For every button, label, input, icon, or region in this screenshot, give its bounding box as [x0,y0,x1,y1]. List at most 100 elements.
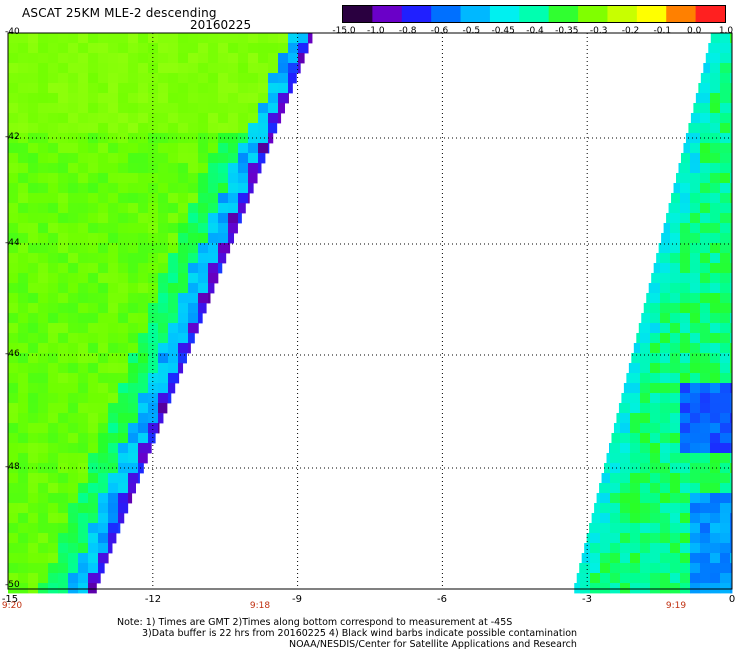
swath-cell [38,533,49,544]
swath-cell [228,103,239,114]
swath-cell [710,263,721,274]
swath-cell [188,113,199,124]
swath-cell [630,493,641,504]
swath-cell [118,203,129,214]
swath-cell [268,113,279,124]
swath-cell [48,53,59,64]
swath-cell [730,513,733,524]
swath-cell [720,213,731,224]
swath-cell [158,103,169,114]
swath-cell [610,503,621,514]
swath-cell [610,513,621,524]
swath-cell [28,443,39,454]
swath-cell [68,393,79,404]
swath-cell [700,313,711,324]
swath-cell [78,203,89,214]
swath-cell [8,113,19,124]
swath-cell [158,33,169,44]
colorbar-segment [607,6,638,22]
swath-cell [108,313,119,324]
swath-cell [188,143,199,154]
swath-cell [178,83,189,94]
swath-cell [228,173,239,184]
swath-cell [18,403,29,414]
swath-cell [730,413,733,424]
swath-cell [198,143,209,154]
swath-cell [168,303,179,314]
swath-cell [610,523,621,534]
swath-cell [680,323,691,334]
swath-cell [700,573,711,584]
swath-cell [680,453,691,464]
swath-cell [118,303,129,314]
swath-cell [670,433,681,444]
swath-cell [248,113,259,124]
swath-cell [660,473,671,484]
swath-cell [108,513,119,524]
swath-cell [108,413,119,424]
swath-cell [18,223,29,234]
swath-cell [48,143,59,154]
swath-cell [680,373,691,384]
swath-cell [118,223,129,234]
swath-cell [108,323,119,334]
swath-cell [710,553,721,564]
swath-cell [48,283,59,294]
swath-cell [48,473,59,484]
swath-cell [248,153,259,164]
swath-cell [128,473,139,484]
swath-cell [671,193,682,204]
swath-cell [680,203,691,214]
swath-cell [720,293,731,304]
swath-cell [38,263,49,274]
swath-cell [248,103,259,114]
swath-cell [258,103,269,114]
swath-cell [78,233,89,244]
swath-cell [88,83,99,94]
swath-cell [730,173,733,184]
swath-cell [138,353,149,364]
swath-cell [720,313,731,324]
swath-cell [650,303,661,314]
swath-cell [248,63,259,74]
swath-cell [158,373,169,384]
swath-cell [28,513,39,524]
swath-cell [690,283,701,294]
swath-cell [118,503,129,514]
swath-cell [48,293,59,304]
swath-cell [158,333,169,344]
swath-cell [248,53,259,64]
swath-cell [710,103,721,114]
swath-cell [28,583,39,594]
swath-cell [18,63,29,74]
swath-cell [108,463,119,474]
swath-cell [680,353,691,364]
swath-cell [118,403,129,414]
swath-cell [68,493,79,504]
swath-cell [128,33,139,44]
swath-cell [188,313,199,324]
swath-cell [128,133,139,144]
swath-cell [48,43,59,54]
swath-cell [58,393,69,404]
swath-cell [78,313,89,324]
swath-cell [138,473,140,484]
swath-cell [158,93,169,104]
swath-cell [58,73,69,84]
swath-cell [8,43,19,54]
swath-cell [8,423,19,434]
swath-cell [590,523,601,534]
swath-cell [288,33,299,44]
swath-cell [118,473,129,484]
swath-cell [690,233,701,244]
swath-cell [78,363,89,374]
swath-cell [38,583,49,594]
swath-cell [178,113,189,124]
swath-cell [8,353,19,364]
swath-cell [38,213,49,224]
swath-cell [18,373,29,384]
swath-cell [198,323,199,334]
swath-cell [148,53,159,64]
swath-cell [700,483,711,494]
swath-cell [730,103,733,114]
